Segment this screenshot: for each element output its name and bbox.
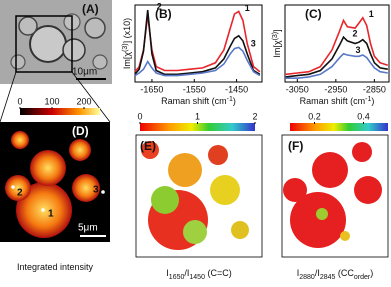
curve-label: 2 — [353, 28, 358, 38]
text-part: /I — [315, 268, 320, 278]
colorbar-tick-label: 200 — [76, 96, 91, 106]
text-part: -1 — [227, 96, 233, 103]
x-tick-label: -1650 — [140, 84, 163, 94]
text-part: Im[χ — [122, 52, 132, 69]
rich-text: I1650/I1450 (C=C) — [166, 268, 231, 280]
marker-dot — [41, 208, 45, 212]
x-tick-label: -3050 — [286, 84, 309, 94]
spectrum-line — [134, 10, 261, 76]
rich-text: I2880/I2845 (CCorder) — [297, 268, 374, 280]
spectrum-line — [134, 46, 261, 77]
x-tick-label: -1550 — [183, 84, 206, 94]
text-part: 1450 — [189, 274, 205, 281]
text-part: 2845 — [320, 274, 336, 281]
colorbar-tick-label: 0.4 — [357, 111, 370, 121]
rich-text: Raman shift (cm-1) — [161, 96, 236, 107]
text-part: 1650 — [169, 274, 185, 281]
text-part: Raman shift (cm — [300, 96, 366, 106]
colorbar-tick-label: 0 — [17, 96, 22, 106]
panel-label: (E) — [140, 139, 156, 153]
cell-marker: 3 — [93, 185, 99, 196]
curve-label: 1 — [245, 3, 250, 13]
text-part: (3) — [122, 43, 129, 52]
scale-bar-label: 5μm — [78, 223, 98, 234]
text-part: -1 — [365, 96, 371, 103]
ratio-image-f — [281, 134, 389, 258]
colorbar-tick-label: 100 — [44, 96, 59, 106]
panel-label: (D) — [72, 124, 89, 138]
intensity-image — [0, 122, 110, 242]
text-part: ] — [272, 29, 282, 32]
text-part: (C=C) — [205, 268, 232, 278]
ratio-image-e — [135, 134, 263, 258]
rich-text: Im[χ(3)] — [272, 29, 283, 57]
text-part: Raman shift (cm — [161, 96, 227, 106]
colorbar — [140, 123, 255, 131]
text-part: ) — [233, 96, 236, 106]
caption: Integrated intensity — [17, 262, 94, 272]
text-part: ] (x10) — [122, 18, 132, 44]
text-part: I — [297, 268, 300, 278]
curve-label: 3 — [251, 39, 256, 49]
panel-label: (F) — [288, 139, 303, 153]
rich-text: Raman shift (cm-1) — [300, 96, 375, 107]
text-part: ) — [371, 96, 374, 106]
colorbar — [290, 123, 388, 131]
scale-bar-label: 10μm — [72, 67, 97, 78]
cell-marker: 1 — [48, 209, 54, 220]
colorbar-tick-label: 2 — [252, 111, 257, 121]
text-part: Integrated intensity — [17, 262, 94, 272]
curve-label: 2 — [157, 2, 162, 12]
colorbar-tick-label: 1 — [195, 111, 200, 121]
x-tick-label: -2950 — [324, 84, 347, 94]
panel-label: (B) — [155, 7, 172, 21]
colorbar — [20, 108, 100, 115]
caption: I1650/I1450 (C=C) — [166, 268, 231, 280]
text-part: I — [166, 268, 169, 278]
colorbar-tick-label: 0.2 — [308, 111, 321, 121]
plot-frame — [134, 4, 263, 83]
x-tick-label: -1450 — [225, 84, 248, 94]
caption: I2880/I2845 (CCorder) — [297, 268, 374, 280]
rich-text: Im[χ(3)] (x10) — [122, 18, 133, 69]
text-part: 2880 — [299, 274, 315, 281]
spectrum-line — [285, 35, 388, 78]
microscope-image — [0, 0, 112, 123]
panel-label: (A) — [82, 2, 99, 16]
cell-marker: 2 — [17, 188, 23, 199]
spectrum-line — [285, 16, 389, 76]
text-part: ) — [370, 268, 373, 278]
plot-frame — [284, 4, 390, 83]
x-tick-label: -2850 — [363, 84, 386, 94]
marker-dot — [11, 185, 15, 189]
panel-label: (C) — [305, 7, 322, 21]
text-part: /I — [184, 268, 189, 278]
spectrum-line — [285, 52, 388, 79]
rich-text: Integrated intensity — [17, 262, 94, 272]
text-part: order — [354, 274, 371, 281]
text-part: (CC — [335, 268, 354, 278]
marker-dot — [101, 190, 105, 194]
curve-label: 1 — [369, 9, 374, 19]
text-part: (3) — [272, 32, 279, 41]
curve-label: 3 — [356, 45, 361, 55]
text-part: Im[χ — [272, 40, 282, 57]
colorbar-tick-label: 0 — [137, 111, 142, 121]
